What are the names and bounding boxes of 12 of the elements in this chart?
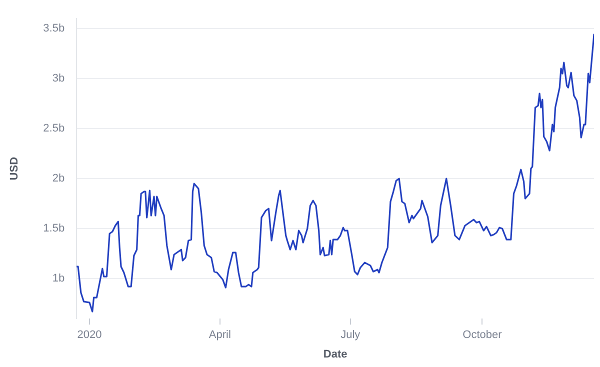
y-tick-label: 1b [52, 272, 65, 285]
y-tick-label: 2b [52, 172, 65, 185]
y-tick-label: 1.5b [43, 222, 65, 235]
x-tick-label: April [208, 329, 231, 342]
x-axis-title: Date [323, 348, 348, 360]
x-tick-label: July [340, 329, 361, 342]
x-tick-label: October [462, 329, 502, 342]
x-tick-label: 2020 [77, 329, 102, 342]
y-tick-label: 3.5b [43, 22, 65, 35]
y-tick-label: 2.5b [43, 122, 65, 135]
y-axis-title: USD [8, 156, 21, 180]
y-tick-label: 3b [52, 72, 65, 85]
